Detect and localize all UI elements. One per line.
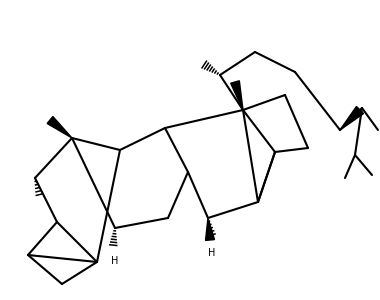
Text: H: H [208, 248, 216, 258]
Polygon shape [206, 218, 214, 240]
Polygon shape [340, 106, 364, 130]
Polygon shape [231, 81, 243, 110]
Polygon shape [47, 116, 72, 138]
Text: H: H [111, 256, 119, 266]
